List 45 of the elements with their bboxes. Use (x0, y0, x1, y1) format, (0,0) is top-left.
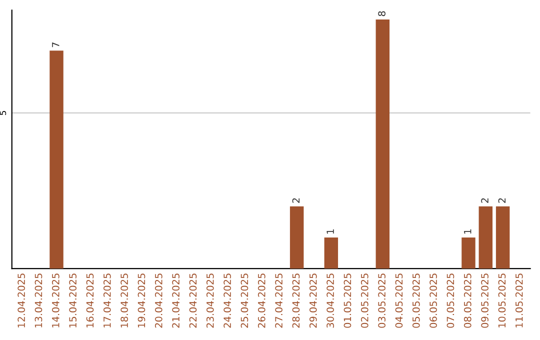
data-label: 8 (378, 11, 386, 16)
x-tick-label: 12.04.2025 (18, 274, 25, 328)
x-tick-label: 17.04.2025 (103, 274, 111, 328)
data-label: 2 (498, 198, 506, 203)
x-tick-label: 07.05.2025 (446, 274, 454, 328)
x-tick-label: 27.04.2025 (275, 274, 282, 328)
bar (290, 206, 304, 269)
x-tick-label: 06.05.2025 (430, 274, 437, 328)
bar (496, 206, 510, 269)
x-tick-label: 28.04.2025 (292, 274, 300, 328)
x-tick-label: 24.04.2025 (224, 274, 231, 328)
x-tick-label: 30.04.2025 (326, 274, 334, 328)
y-tick-label: 5 (0, 111, 6, 115)
bar (462, 237, 476, 269)
x-tick-label: 11.05.2025 (515, 274, 523, 328)
x-tick-label: 14.04.2025 (52, 274, 60, 328)
x-tick-label: 22.04.2025 (189, 274, 197, 328)
x-tick-label: 09.05.2025 (481, 274, 488, 328)
x-tick-label: 26.04.2025 (258, 274, 266, 328)
x-tick-label: 18.04.2025 (120, 274, 128, 328)
x-tick-label: 16.04.2025 (86, 274, 94, 328)
x-tick-label: 15.04.2025 (69, 274, 76, 328)
x-tick-label: 29.04.2025 (309, 274, 317, 328)
bar (50, 50, 64, 269)
x-tick-label: 25.04.2025 (240, 274, 248, 328)
x-tick-label: 21.04.2025 (172, 274, 180, 328)
data-label: 2 (292, 198, 300, 203)
x-tick-label: 03.05.2025 (378, 274, 386, 328)
x-tick-label: 01.05.2025 (344, 274, 352, 328)
x-tick-label: 04.05.2025 (395, 274, 403, 328)
data-label: 1 (464, 229, 472, 234)
bar (324, 237, 338, 269)
data-label: 2 (481, 198, 488, 203)
data-label: 1 (326, 229, 334, 234)
bar (478, 206, 493, 269)
bar (376, 20, 390, 269)
x-tick-label: 05.05.2025 (412, 274, 420, 328)
x-tick-label: 23.04.2025 (206, 274, 214, 328)
x-tick-label: 20.04.2025 (154, 274, 162, 328)
x-tick-label: 10.05.2025 (498, 274, 506, 328)
x-tick-label: 08.05.2025 (464, 274, 472, 328)
x-tick-label: 02.05.2025 (360, 274, 368, 328)
x-tick-label: 19.04.2025 (138, 274, 146, 328)
x-tick-label: 13.04.2025 (34, 274, 42, 328)
data-label: 7 (52, 42, 60, 48)
